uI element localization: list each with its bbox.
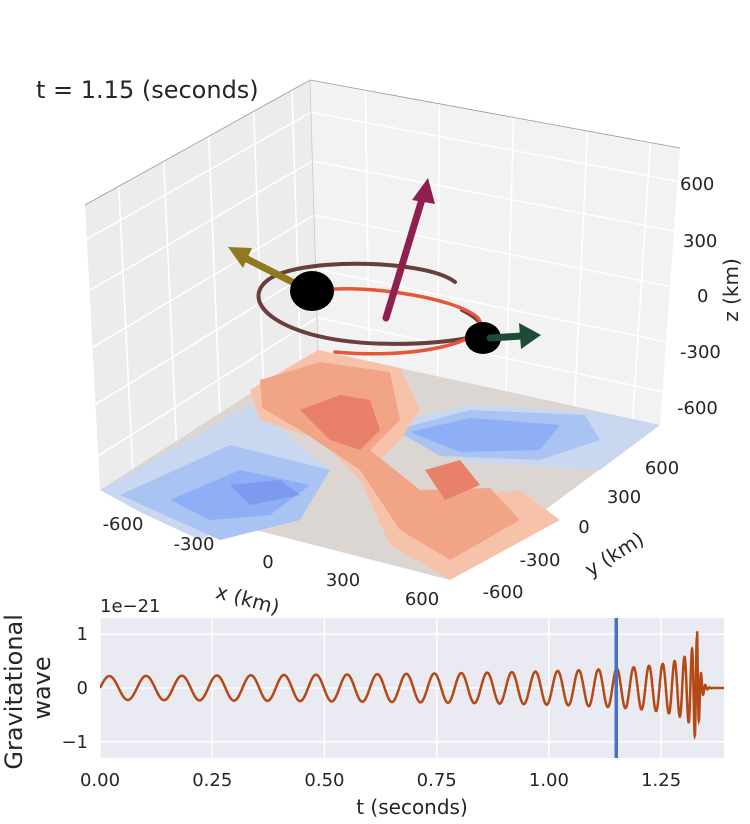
z-tick-label: 300 <box>683 231 717 252</box>
black-hole-1 <box>290 271 334 311</box>
z-tick-label: 0 <box>697 286 708 307</box>
pane-grid-line <box>86 111 312 240</box>
y-axis-label: y (km) <box>580 527 648 582</box>
pane-grid-line <box>316 316 663 393</box>
y-tick-label: -300 <box>520 550 561 571</box>
wave-y-tick-label: −1 <box>61 732 88 753</box>
x-tick-label: 600 <box>405 589 439 610</box>
y-tick-label: 0 <box>578 517 589 538</box>
x-axis-label: x (km) <box>213 579 282 619</box>
contour-floor <box>100 350 660 580</box>
pane-grid-line <box>97 316 318 457</box>
z-axis-label: z (km) <box>719 258 743 322</box>
z-tick-label: -300 <box>680 342 721 363</box>
black-hole-2 <box>465 322 501 354</box>
wave-y-ticks: 1 0 −1 <box>61 624 88 753</box>
wave-y-tick-label: 1 <box>77 624 88 645</box>
wave-x-label: t (seconds) <box>356 795 468 819</box>
wave-x-tick-label: 0.25 <box>192 770 232 791</box>
x-axis: -600 -300 0 300 600 <box>103 514 440 610</box>
back-pane <box>310 80 680 425</box>
pane-grid-line <box>89 160 313 292</box>
spin-vector-right <box>486 332 526 342</box>
contour-region <box>425 460 480 500</box>
pane-grid-line <box>92 214 315 349</box>
pane-grid-line <box>95 268 316 406</box>
wave-x-tick-label: 0.00 <box>80 770 120 791</box>
z-tick-label: -600 <box>677 398 718 419</box>
contour-region <box>230 480 300 505</box>
time-label: t = 1.15 (seconds) <box>36 76 259 104</box>
x-tick-label: 0 <box>262 552 273 573</box>
wave-x-ticks: 0.00 0.25 0.50 0.75 1.00 1.25 <box>80 770 681 791</box>
y-tick-label: 300 <box>607 487 641 508</box>
pane-grid-line <box>315 268 667 343</box>
spin-vector-left-head <box>228 247 252 268</box>
left-pane <box>85 80 318 490</box>
wave-x-tick-label: 0.75 <box>417 770 457 791</box>
wave-y-label-line-1: Gravitational <box>0 614 28 770</box>
x-tick-label: 300 <box>326 570 360 591</box>
wave-x-tick-label: 1.25 <box>641 770 681 791</box>
z-tick-label: 600 <box>680 174 714 195</box>
wave-y-label-line-2: wave <box>28 656 56 719</box>
y-tick-label: 600 <box>645 458 679 479</box>
pane-grid <box>86 89 678 470</box>
x-tick-label: -600 <box>103 514 144 535</box>
pane-grid-line <box>312 160 675 232</box>
pane-grid-line <box>310 111 678 182</box>
wave-y-tick-label: 0 <box>77 678 88 699</box>
wave-x-tick-label: 0.50 <box>304 770 344 791</box>
contour-region <box>300 395 380 450</box>
z-axis: 600 300 0 -300 -600 <box>677 174 721 419</box>
spin-vector-right-head <box>519 323 541 349</box>
plot-2d: 0.00 0.25 0.50 0.75 1.00 1.25 1 0 −1 1e−21 t (s… <box>0 596 724 819</box>
contour-region <box>410 418 560 452</box>
x-tick-label: -300 <box>174 534 215 555</box>
spin-vector-up-head <box>412 178 435 204</box>
wave-y-label: Gravitational wave <box>0 606 56 769</box>
wave-x-tick-label: 1.00 <box>529 770 569 791</box>
pane-grid-line <box>313 214 671 288</box>
y-tick-label: -600 <box>483 582 524 603</box>
scale-label: 1e−21 <box>100 596 161 617</box>
orbit-red <box>308 286 483 356</box>
spin-vector-up <box>382 192 427 322</box>
wave-series <box>100 631 724 741</box>
